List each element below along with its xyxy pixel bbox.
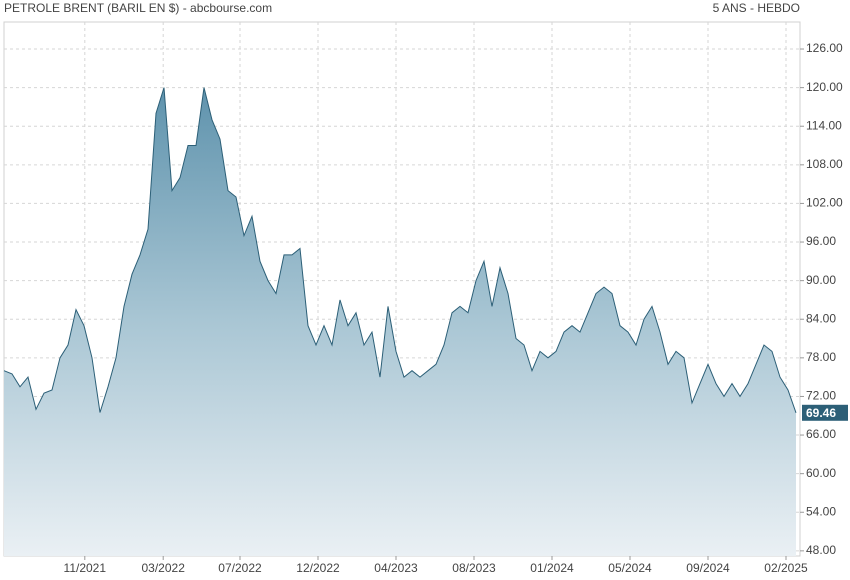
y-tick-label: 60.00: [806, 466, 836, 480]
y-tick-label: 48.00: [806, 543, 836, 557]
y-tick-label: 102.00: [806, 196, 843, 210]
x-tick-label: 07/2022: [218, 561, 262, 575]
y-tick-label: 66.00: [806, 427, 836, 441]
chart-subtitle: 5 ANS - HEBDO: [713, 1, 800, 15]
y-tick-label: 90.00: [806, 273, 836, 287]
last-value-label: 69.46: [806, 406, 836, 420]
y-tick-label: 114.00: [806, 118, 842, 132]
y-tick-label: 54.00: [806, 504, 836, 518]
last-value-box: [802, 404, 848, 421]
x-tick-label: 01/2024: [530, 561, 574, 575]
chart-title: PETROLE BRENT (BARIL EN $) - abcbourse.c…: [4, 1, 272, 15]
x-tick-label: 02/2025: [764, 561, 808, 575]
y-tick-label: 78.00: [806, 350, 836, 364]
area: [4, 87, 796, 556]
y-tick-label: 96.00: [806, 234, 836, 248]
x-tick-label: 03/2022: [142, 561, 186, 575]
y-tick-label: 120.00: [806, 80, 843, 94]
x-tick-label: 09/2024: [686, 561, 730, 575]
y-tick-label: 126.00: [806, 41, 843, 55]
x-tick-label: 12/2022: [296, 561, 340, 575]
y-tick-label: 108.00: [806, 157, 843, 171]
x-tick-label: 04/2023: [374, 561, 418, 575]
y-tick-label: 72.00: [806, 389, 836, 403]
x-tick-label: 08/2023: [452, 561, 496, 575]
x-tick-label: 05/2024: [608, 561, 652, 575]
x-tick-label: 11/2021: [64, 561, 107, 575]
line: [3, 87, 797, 413]
y-tick-label: 84.00: [806, 311, 836, 325]
